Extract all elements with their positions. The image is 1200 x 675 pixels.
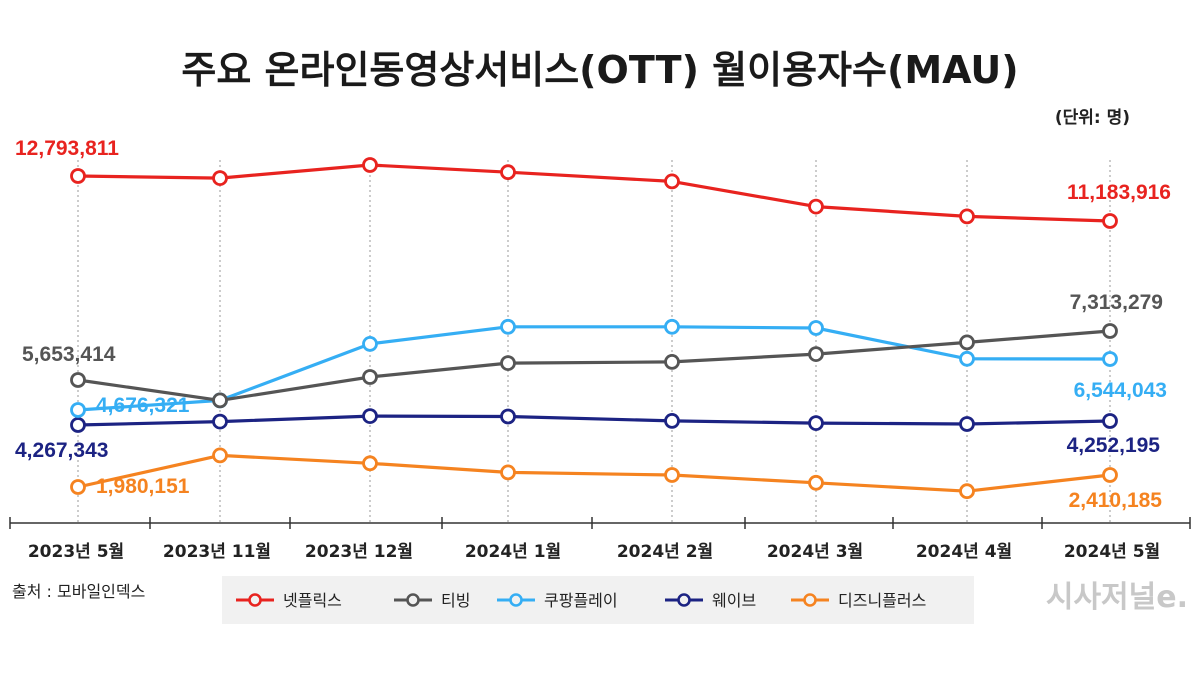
x-tick-label: 2023년 5월 xyxy=(28,542,124,562)
legend-swatch-marker xyxy=(509,593,523,607)
x-tick-label: 2024년 5월 xyxy=(1064,542,1160,562)
data-point xyxy=(500,318,516,335)
data-point xyxy=(500,408,516,425)
legend-item: 넷플릭스 xyxy=(236,591,342,610)
data-point xyxy=(70,417,86,433)
series-line xyxy=(77,329,1111,402)
data-point xyxy=(959,350,975,367)
legend-box xyxy=(222,576,974,624)
series-line xyxy=(77,414,1111,427)
data-label-start: 1,980,151 xyxy=(96,475,190,498)
series-0 xyxy=(70,157,1118,229)
series-1 xyxy=(70,323,1118,409)
legend-label: 쿠팡플레이 xyxy=(544,591,618,610)
data-point xyxy=(362,335,378,352)
data-point xyxy=(808,474,824,491)
data-label-start: 4,676,321 xyxy=(96,394,190,417)
chart-title: 주요 온라인동영상서비스(OTT) 월이용자수(MAU) xyxy=(181,48,1018,92)
legend-item: 디즈니플러스 xyxy=(791,591,926,610)
brand-logo: 시사저널e. xyxy=(1046,580,1188,615)
data-label-end: 7,313,279 xyxy=(1070,291,1163,314)
legend-item: 웨이브 xyxy=(665,591,756,610)
data-point xyxy=(212,170,228,187)
data-point xyxy=(1102,413,1118,429)
x-axis-ticks: 2023년 5월 2023년 11월 2023년 12월 2024년 1월 2024년 … xyxy=(9,517,1191,562)
series-2 xyxy=(70,318,1118,418)
data-label-end: 4,252,195 xyxy=(1067,434,1161,457)
data-point xyxy=(362,408,378,425)
series-line xyxy=(77,453,1111,493)
legend: 넷플릭스 티빙 쿠팡플레이 웨이브 디즈니플러스 xyxy=(222,576,974,624)
data-point xyxy=(500,355,516,372)
data-label-end: 6,544,043 xyxy=(1074,379,1167,402)
data-point xyxy=(70,372,86,388)
data-point xyxy=(664,173,680,190)
data-point xyxy=(500,164,516,181)
x-tick-label: 2023년 11월 xyxy=(163,542,271,562)
data-point xyxy=(362,369,378,385)
data-point xyxy=(959,416,975,432)
data-point xyxy=(70,168,86,184)
data-point xyxy=(959,483,975,500)
series-line xyxy=(77,325,1111,412)
x-tick-label: 2024년 4월 xyxy=(916,542,1012,562)
legend-label: 웨이브 xyxy=(712,591,756,610)
x-tick-label: 2024년 3월 xyxy=(767,542,863,562)
data-point xyxy=(664,467,680,483)
data-point xyxy=(959,334,975,351)
data-point xyxy=(1102,213,1118,229)
legend-label: 티빙 xyxy=(441,591,470,610)
series-4 xyxy=(70,447,1118,500)
series-3 xyxy=(70,408,1118,433)
data-label-end: 11,183,916 xyxy=(1067,181,1171,204)
data-point xyxy=(212,447,228,464)
x-tick-label: 2023년 12월 xyxy=(305,542,413,562)
legend-item: 티빙 xyxy=(394,591,470,610)
data-point xyxy=(70,402,86,418)
data-label-start: 12,793,811 xyxy=(15,137,119,160)
legend-label: 디즈니플러스 xyxy=(838,591,926,610)
data-point xyxy=(70,479,86,495)
x-tick-label: 2024년 2월 xyxy=(617,542,713,562)
data-point xyxy=(808,320,824,336)
data-point xyxy=(808,346,824,363)
source-note: 출처 : 모바일인덱스 xyxy=(12,582,145,601)
data-label-start: 4,267,343 xyxy=(15,439,108,462)
data-point xyxy=(664,318,680,335)
data-point xyxy=(362,455,378,472)
legend-swatch-marker xyxy=(677,593,691,607)
data-point xyxy=(808,415,824,432)
data-point xyxy=(212,413,228,430)
unit-label: (단위: 명) xyxy=(1055,108,1130,128)
data-point xyxy=(1102,467,1118,483)
data-label-start: 5,653,414 xyxy=(22,343,116,366)
data-point xyxy=(1102,323,1118,339)
legend-swatch-marker xyxy=(406,593,420,607)
data-point xyxy=(362,157,378,173)
data-point xyxy=(1102,351,1118,367)
data-labels: 12,793,811 11,183,916 5,653,414 7,313,279 4,… xyxy=(15,137,1171,512)
legend-swatch-marker xyxy=(248,593,262,607)
data-point xyxy=(664,353,680,370)
data-point xyxy=(808,198,824,215)
data-label-end: 2,410,185 xyxy=(1069,489,1163,512)
data-point xyxy=(959,208,975,225)
data-point xyxy=(664,412,680,429)
legend-item: 쿠팡플레이 xyxy=(497,591,618,610)
legend-swatch-marker xyxy=(803,593,817,607)
data-point xyxy=(212,392,228,409)
x-tick-label: 2024년 1월 xyxy=(465,542,561,562)
data-point xyxy=(500,464,516,481)
legend-label: 넷플릭스 xyxy=(283,591,342,610)
series-layer xyxy=(70,157,1118,500)
series-line xyxy=(77,163,1111,223)
